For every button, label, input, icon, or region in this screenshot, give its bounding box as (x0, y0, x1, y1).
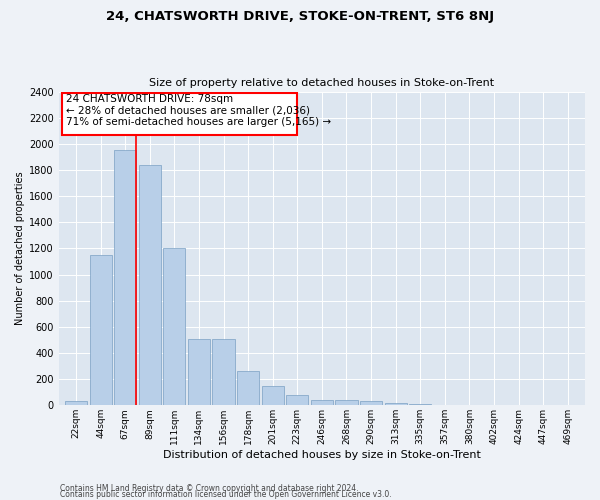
Bar (188, 338, 210, 406)
Text: 71% of semi-detached houses are larger (5,165) →: 71% of semi-detached houses are larger (… (66, 116, 331, 126)
Bar (89, 255, 112, 406)
Bar (65, 402, 87, 406)
Text: Contains public sector information licensed under the Open Government Licence v3: Contains public sector information licen… (60, 490, 392, 499)
Y-axis label: Number of detached properties: Number of detached properties (15, 172, 25, 325)
Bar (409, 404, 431, 406)
Text: 24, CHATSWORTH DRIVE, STOKE-ON-TRENT, ST6 8NJ: 24, CHATSWORTH DRIVE, STOKE-ON-TRENT, ST… (106, 10, 494, 23)
Bar (335, 400, 358, 406)
Bar (286, 396, 308, 406)
Bar (237, 370, 259, 406)
Text: ← 28% of detached houses are smaller (2,036): ← 28% of detached houses are smaller (2,… (66, 106, 310, 116)
Bar (139, 165, 161, 406)
X-axis label: Distribution of detached houses by size in Stoke-on-Trent: Distribution of detached houses by size … (163, 450, 481, 460)
Bar (311, 400, 333, 406)
Text: 24 CHATSWORTH DRIVE: 78sqm: 24 CHATSWORTH DRIVE: 78sqm (66, 94, 233, 104)
Title: Size of property relative to detached houses in Stoke-on-Trent: Size of property relative to detached ho… (149, 78, 494, 88)
Bar (360, 402, 382, 406)
Bar (62, 93, 297, 136)
Bar (114, 150, 136, 406)
Text: Contains HM Land Registry data © Crown copyright and database right 2024.: Contains HM Land Registry data © Crown c… (60, 484, 359, 493)
Bar (163, 248, 185, 406)
Bar (212, 338, 235, 406)
Bar (434, 404, 456, 406)
Bar (385, 404, 407, 406)
Bar (262, 386, 284, 406)
